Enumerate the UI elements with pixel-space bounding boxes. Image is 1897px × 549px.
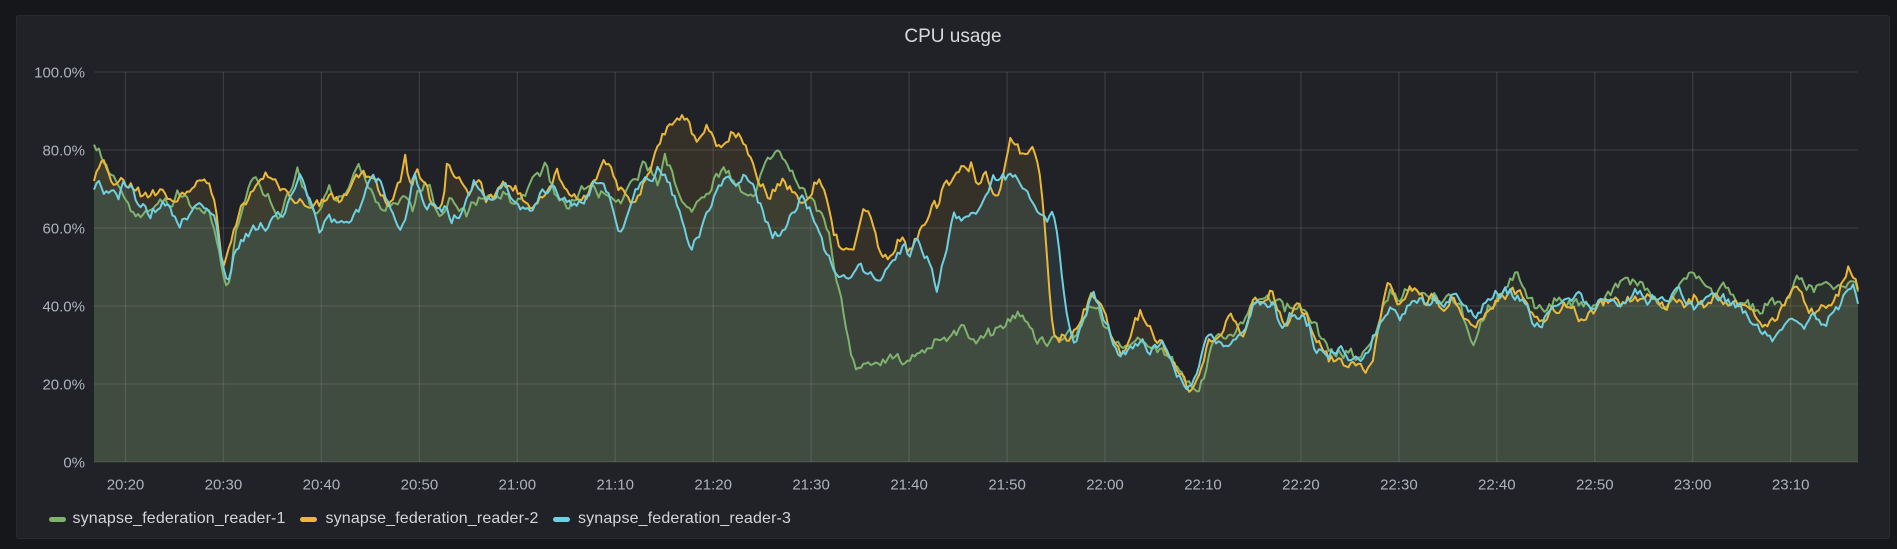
svg-text:22:40: 22:40 xyxy=(1478,477,1516,494)
svg-text:22:20: 22:20 xyxy=(1282,477,1320,494)
svg-text:21:10: 21:10 xyxy=(596,477,634,494)
svg-text:20.0%: 20.0% xyxy=(42,376,85,393)
svg-text:60.0%: 60.0% xyxy=(42,220,85,237)
svg-text:22:30: 22:30 xyxy=(1380,477,1418,494)
svg-text:21:00: 21:00 xyxy=(499,477,537,494)
svg-text:100.0%: 100.0% xyxy=(34,64,85,81)
svg-text:21:40: 21:40 xyxy=(890,477,928,494)
svg-text:23:00: 23:00 xyxy=(1674,477,1712,494)
svg-text:21:20: 21:20 xyxy=(694,477,732,494)
svg-text:20:40: 20:40 xyxy=(303,477,341,494)
svg-text:22:50: 22:50 xyxy=(1576,477,1614,494)
svg-text:21:30: 21:30 xyxy=(792,477,830,494)
svg-text:0%: 0% xyxy=(63,454,85,471)
svg-text:22:10: 22:10 xyxy=(1184,477,1222,494)
svg-text:23:10: 23:10 xyxy=(1772,477,1810,494)
svg-text:20:20: 20:20 xyxy=(107,477,145,494)
svg-text:20:50: 20:50 xyxy=(401,477,439,494)
svg-text:22:00: 22:00 xyxy=(1086,477,1124,494)
svg-text:80.0%: 80.0% xyxy=(42,142,85,159)
svg-text:20:30: 20:30 xyxy=(205,477,243,494)
svg-text:21:50: 21:50 xyxy=(988,477,1026,494)
svg-text:40.0%: 40.0% xyxy=(42,298,85,315)
